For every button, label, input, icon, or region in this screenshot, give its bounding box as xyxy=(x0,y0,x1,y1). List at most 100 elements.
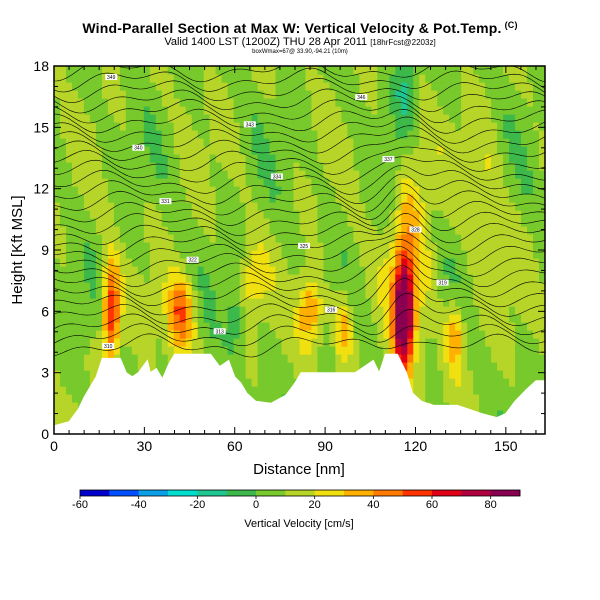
velocity-cell xyxy=(377,218,384,227)
velocity-cell xyxy=(515,298,522,307)
velocity-cell xyxy=(287,210,295,219)
velocity-cell xyxy=(335,138,343,147)
velocity-cell xyxy=(245,314,253,323)
velocity-cell xyxy=(155,314,163,323)
velocity-cell xyxy=(95,98,103,107)
velocity-cell xyxy=(251,138,259,147)
velocity-cell xyxy=(389,162,396,171)
velocity-cell xyxy=(77,122,85,131)
velocity-cell xyxy=(491,106,498,115)
velocity-cell xyxy=(437,170,444,179)
velocity-cell xyxy=(479,138,486,147)
velocity-cell xyxy=(371,146,378,155)
velocity-cell xyxy=(533,322,540,331)
velocity-cell xyxy=(155,306,163,315)
velocity-cell xyxy=(467,322,474,331)
velocity-cell xyxy=(485,290,492,299)
velocity-cell xyxy=(533,242,540,251)
velocity-cell xyxy=(71,178,79,187)
velocity-cell xyxy=(95,330,103,339)
velocity-cell xyxy=(257,386,265,395)
velocity-cell xyxy=(479,362,486,371)
theta-contour-line xyxy=(54,146,545,175)
velocity-cell xyxy=(221,354,229,363)
velocity-cell xyxy=(305,266,313,275)
velocity-cell xyxy=(419,202,426,211)
velocity-cell xyxy=(227,162,235,171)
velocity-cell xyxy=(377,346,384,355)
velocity-cell xyxy=(473,354,480,363)
velocity-cell xyxy=(149,90,157,99)
velocity-cell xyxy=(401,314,408,323)
velocity-cell xyxy=(335,282,343,291)
velocity-cell xyxy=(509,170,516,179)
velocity-cell xyxy=(317,354,325,363)
velocity-cell xyxy=(83,130,91,139)
velocity-cell xyxy=(347,66,354,75)
velocity-cell xyxy=(125,82,133,91)
velocity-cell xyxy=(455,234,462,243)
velocity-cell xyxy=(323,210,331,219)
velocity-cell xyxy=(137,226,145,235)
velocity-cell xyxy=(125,66,133,75)
velocity-cell xyxy=(431,298,438,307)
velocity-cell xyxy=(89,98,97,107)
velocity-cell xyxy=(54,162,61,171)
velocity-cell xyxy=(521,130,528,139)
velocity-cell xyxy=(389,338,396,347)
velocity-cell xyxy=(503,362,510,371)
velocity-cell xyxy=(215,106,223,115)
velocity-cell xyxy=(305,90,313,99)
velocity-cell xyxy=(395,314,402,323)
velocity-cell xyxy=(533,218,540,227)
velocity-cell xyxy=(329,74,337,83)
velocity-cell xyxy=(287,170,295,179)
velocity-cell xyxy=(521,178,528,187)
velocity-cell xyxy=(497,402,504,411)
velocity-cell xyxy=(407,90,414,99)
velocity-cell xyxy=(149,322,157,331)
velocity-cell xyxy=(473,162,480,171)
velocity-cell xyxy=(257,90,265,99)
velocity-cell xyxy=(209,98,217,107)
velocity-cell xyxy=(353,322,360,331)
velocity-cell xyxy=(221,138,229,147)
velocity-cell xyxy=(401,170,408,179)
velocity-cell xyxy=(509,186,516,195)
velocity-cell xyxy=(323,338,331,347)
velocity-cell xyxy=(137,258,145,267)
velocity-cell xyxy=(227,274,235,283)
velocity-cell xyxy=(425,298,432,307)
velocity-cell xyxy=(83,282,91,291)
velocity-cell xyxy=(203,106,211,115)
velocity-cell xyxy=(59,338,67,347)
velocity-cell xyxy=(317,290,325,299)
velocity-cell xyxy=(179,162,187,171)
velocity-cell xyxy=(305,130,313,139)
velocity-cell xyxy=(395,226,402,235)
velocity-cell xyxy=(383,170,390,179)
velocity-cell xyxy=(65,218,73,227)
velocity-cell xyxy=(54,210,61,219)
velocity-cell xyxy=(155,74,163,83)
velocity-cell xyxy=(509,122,516,131)
velocity-cell xyxy=(233,186,241,195)
velocity-cell xyxy=(293,162,301,171)
velocity-cell xyxy=(479,322,486,331)
theta-label-box xyxy=(409,226,422,233)
velocity-cell xyxy=(161,82,169,91)
velocity-cell xyxy=(245,146,253,155)
velocity-cell xyxy=(311,290,319,299)
velocity-cell xyxy=(509,194,516,203)
velocity-cell xyxy=(341,354,348,363)
velocity-cell xyxy=(269,306,277,315)
velocity-cell xyxy=(491,250,498,259)
velocity-cell xyxy=(449,250,456,259)
velocity-cell xyxy=(443,210,450,219)
velocity-cell xyxy=(233,66,241,75)
velocity-cell xyxy=(113,98,121,107)
velocity-cell xyxy=(107,306,115,315)
velocity-cell xyxy=(515,138,522,147)
velocity-cell xyxy=(353,114,360,123)
